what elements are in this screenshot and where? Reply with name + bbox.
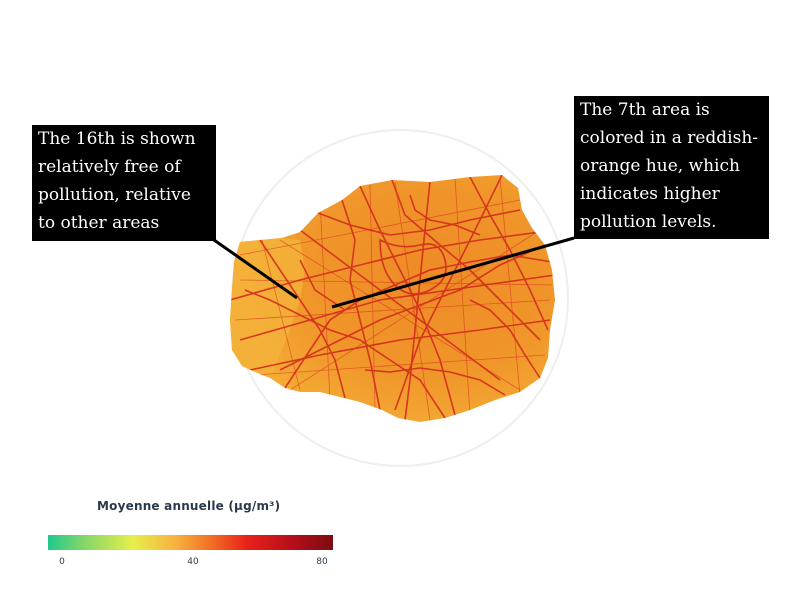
legend-title: Moyenne annuelle (µg/m³) <box>97 499 281 513</box>
callout-7th-arrondissement: The 7th area is colored in a reddish-ora… <box>574 96 769 239</box>
legend-tick-80: 80 <box>316 557 328 567</box>
legend-color-bar <box>48 535 333 550</box>
callout-right-pointer <box>331 236 575 309</box>
callout-left-pointer <box>213 238 298 300</box>
legend-tick-40: 40 <box>187 557 199 567</box>
legend-tick-0: 0 <box>59 557 65 567</box>
callout-16th-arrondissement: The 16th is shown relatively free of pol… <box>32 125 216 241</box>
arrondissement-16-area <box>230 238 305 378</box>
minor-road-network <box>234 177 553 421</box>
